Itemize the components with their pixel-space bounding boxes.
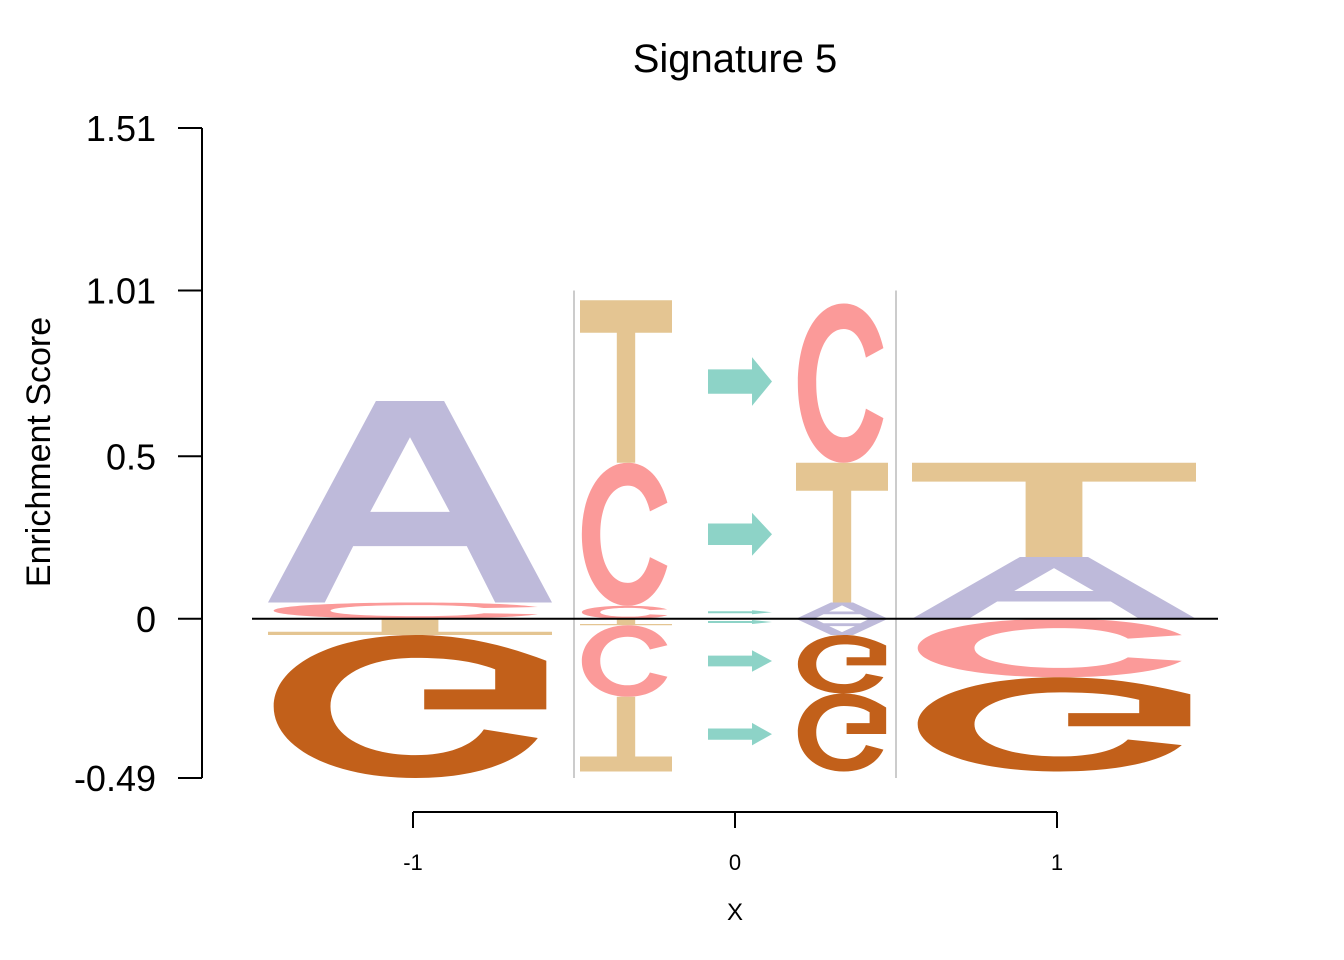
- x-tick-label: -1: [403, 850, 423, 875]
- substitution-arrow: [708, 722, 772, 746]
- y-tick-label: 0: [136, 599, 156, 640]
- substitution-arrow: [708, 610, 772, 615]
- logo-letter-C: [581, 605, 668, 619]
- substitution-arrows: [708, 357, 772, 746]
- letter-glyph: [268, 401, 552, 603]
- letter-glyph: [917, 618, 1182, 678]
- logo-letter-A: [912, 557, 1196, 619]
- y-tick-label: 0.5: [106, 436, 156, 477]
- logo-letter-A: [796, 602, 888, 619]
- logo-letter-G: [797, 693, 887, 772]
- x-axis-label: X: [727, 899, 743, 926]
- logo-letter-G: [797, 635, 887, 694]
- y-axis: -0.49 0 0.5 1.01 1.51: [74, 108, 203, 799]
- logo-letter-G: [917, 677, 1191, 772]
- logo-letter-T: [912, 462, 1196, 557]
- letter-glyph: [580, 696, 672, 772]
- logo-letter-T: [580, 618, 672, 626]
- substitution-arrow: [708, 620, 772, 624]
- letter-glyph: [912, 462, 1196, 557]
- logo-letter-T: [268, 618, 552, 635]
- letter-glyph: [581, 605, 668, 619]
- logo-letter-C: [273, 602, 538, 619]
- letter-glyph: [796, 618, 888, 635]
- x-tick-label: 1: [1051, 850, 1063, 875]
- logo-letter-C: [581, 625, 668, 697]
- logo-letter-T: [580, 696, 672, 772]
- substitution-arrow: [708, 512, 772, 556]
- letter-glyph: [581, 625, 668, 697]
- logo-letters: [268, 300, 1196, 778]
- x-tick-label: 0: [729, 850, 741, 875]
- y-tick-label: -0.49: [74, 758, 156, 799]
- letter-glyph: [797, 635, 887, 694]
- logo-letter-G: [273, 635, 547, 778]
- letter-glyph: [917, 677, 1191, 772]
- x-axis: -1 0 1: [403, 811, 1063, 875]
- y-tick-label: 1.51: [86, 108, 156, 149]
- logo-letter-T: [796, 462, 888, 603]
- letter-glyph: [580, 618, 672, 626]
- logo-letter-A: [796, 618, 888, 635]
- y-tick-label: 1.01: [86, 271, 156, 312]
- substitution-arrow: [708, 650, 772, 672]
- logo-letter-C: [581, 462, 668, 606]
- letter-glyph: [581, 462, 668, 606]
- letter-glyph: [796, 462, 888, 603]
- y-axis-label: Enrichment Score: [20, 317, 58, 587]
- letter-glyph: [273, 602, 538, 619]
- logo-letter-C: [917, 618, 1182, 678]
- logo-letter-A: [268, 401, 552, 603]
- letter-glyph: [797, 693, 887, 772]
- substitution-arrow: [708, 357, 772, 406]
- chart-title: Signature 5: [633, 37, 838, 81]
- logo-letter-T: [580, 300, 672, 463]
- letter-glyph: [912, 557, 1196, 619]
- letter-glyph: [273, 635, 547, 778]
- letter-glyph: [580, 300, 672, 463]
- letter-glyph: [797, 303, 884, 463]
- letter-glyph: [796, 602, 888, 619]
- position-dividers: [573, 290, 897, 778]
- letter-glyph: [268, 618, 552, 635]
- logo-letter-C: [797, 303, 884, 463]
